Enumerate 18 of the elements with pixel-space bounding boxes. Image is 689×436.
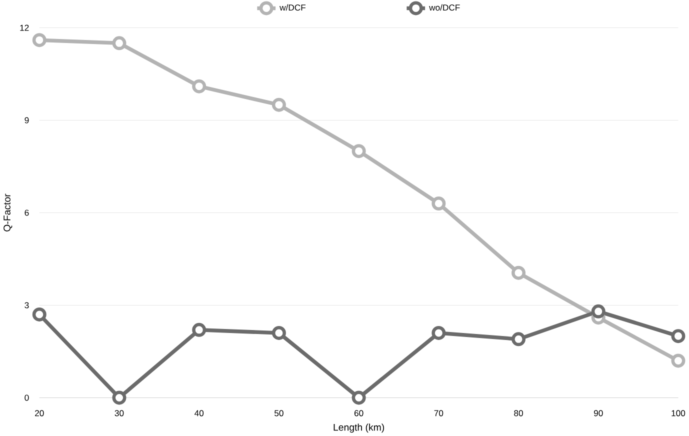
- x-tick-label: 30: [114, 410, 124, 416]
- x-tick-label: 100: [672, 410, 686, 416]
- y-tick-label: 3: [24, 302, 29, 308]
- y-tick-label: 9: [24, 117, 29, 124]
- x-tick-label: 20: [35, 410, 44, 416]
- x-tick-label: 70: [434, 410, 444, 416]
- x-tick-label: 60: [354, 410, 364, 416]
- x-tick-label: 40: [194, 410, 204, 416]
- x-tick-label: 80: [514, 410, 523, 416]
- y-tick-label: 6: [24, 210, 29, 216]
- x-tick-label: 50: [274, 410, 284, 416]
- y-tick-label: 0: [24, 394, 29, 401]
- legend-label: wo/DCF: [429, 4, 460, 11]
- y-axis-title: Q-Factor: [4, 194, 12, 232]
- legend-label: w/DCF: [280, 4, 306, 11]
- x-tick-label: 90: [594, 410, 603, 416]
- x-axis-title: Length (km): [334, 424, 384, 433]
- y-tick-label: 12: [20, 24, 29, 31]
